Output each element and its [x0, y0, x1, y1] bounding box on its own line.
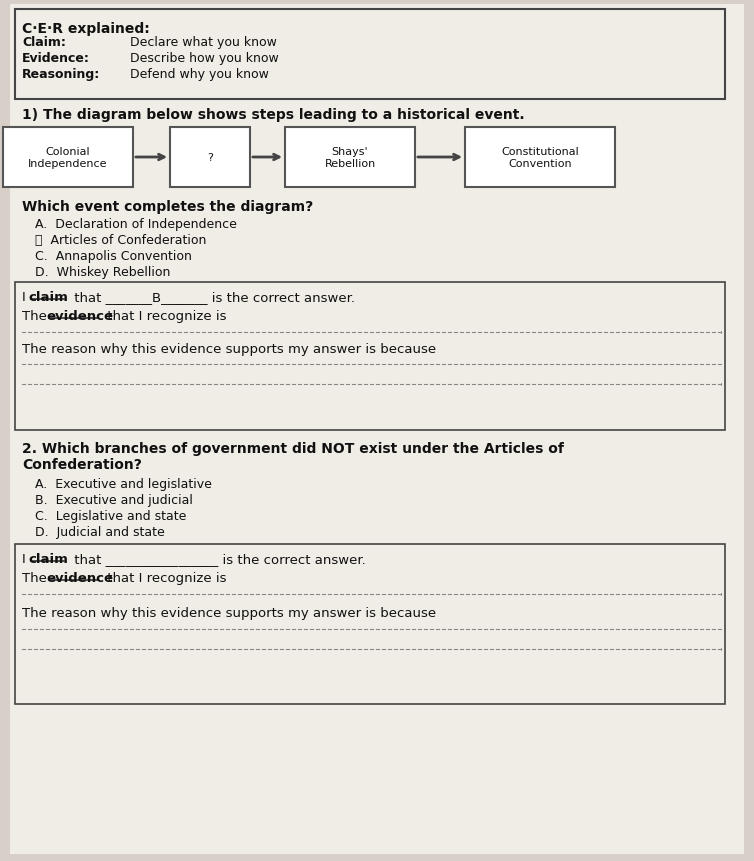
Text: that I recognize is: that I recognize is: [103, 310, 226, 323]
FancyBboxPatch shape: [170, 127, 250, 188]
Text: The reason why this evidence supports my answer is because: The reason why this evidence supports my…: [22, 343, 436, 356]
Text: The: The: [22, 572, 51, 585]
Text: D.  Whiskey Rebellion: D. Whiskey Rebellion: [35, 266, 170, 279]
FancyBboxPatch shape: [10, 5, 744, 854]
Text: Declare what you know: Declare what you know: [130, 36, 277, 49]
FancyBboxPatch shape: [285, 127, 415, 188]
Text: A.  Executive and legislative: A. Executive and legislative: [35, 478, 212, 491]
Text: C.  Legislative and state: C. Legislative and state: [35, 510, 186, 523]
Text: Ⓑ  Articles of Confederation: Ⓑ Articles of Confederation: [35, 233, 207, 247]
Text: evidence: evidence: [46, 572, 113, 585]
Text: B.  Executive and judicial: B. Executive and judicial: [35, 493, 193, 506]
FancyBboxPatch shape: [465, 127, 615, 188]
Text: 1) The diagram below shows steps leading to a historical event.: 1) The diagram below shows steps leading…: [22, 108, 525, 122]
Text: ': ': [720, 381, 723, 392]
Text: I: I: [22, 553, 30, 566]
Text: Constitutional
Convention: Constitutional Convention: [501, 147, 579, 169]
Text: C·E·R explained:: C·E·R explained:: [22, 22, 150, 36]
Text: claim: claim: [28, 291, 68, 304]
Text: 2. Which branches of government did NOT exist under the Articles of
Confederatio: 2. Which branches of government did NOT …: [22, 442, 564, 472]
Text: evidence: evidence: [46, 310, 113, 323]
Text: The: The: [22, 310, 51, 323]
FancyBboxPatch shape: [15, 282, 725, 430]
Text: ?: ?: [207, 152, 213, 163]
Text: that I recognize is: that I recognize is: [103, 572, 226, 585]
Text: that _______B_______ is the correct answer.: that _______B_______ is the correct answ…: [70, 291, 355, 304]
Text: Which event completes the diagram?: Which event completes the diagram?: [22, 200, 313, 214]
Text: Shays'
Rebellion: Shays' Rebellion: [324, 147, 375, 169]
Text: Evidence:: Evidence:: [22, 52, 90, 65]
Text: Claim:: Claim:: [22, 36, 66, 49]
Text: ': ': [720, 592, 723, 601]
Text: I: I: [22, 291, 30, 304]
Text: ': ': [720, 330, 723, 339]
Text: Defend why you know: Defend why you know: [130, 68, 269, 81]
Text: The reason why this evidence supports my answer is because: The reason why this evidence supports my…: [22, 606, 436, 619]
FancyBboxPatch shape: [3, 127, 133, 188]
Text: Colonial
Independence: Colonial Independence: [28, 147, 108, 169]
Text: claim: claim: [28, 553, 68, 566]
Text: ': ': [720, 647, 723, 656]
Text: that _________________ is the correct answer.: that _________________ is the correct an…: [70, 553, 366, 566]
Text: D.  Judicial and state: D. Judicial and state: [35, 525, 165, 538]
FancyBboxPatch shape: [15, 10, 725, 100]
FancyBboxPatch shape: [15, 544, 725, 704]
Text: Reasoning:: Reasoning:: [22, 68, 100, 81]
Text: A.  Declaration of Independence: A. Declaration of Independence: [35, 218, 237, 231]
Text: Describe how you know: Describe how you know: [130, 52, 279, 65]
Text: C.  Annapolis Convention: C. Annapolis Convention: [35, 250, 192, 263]
